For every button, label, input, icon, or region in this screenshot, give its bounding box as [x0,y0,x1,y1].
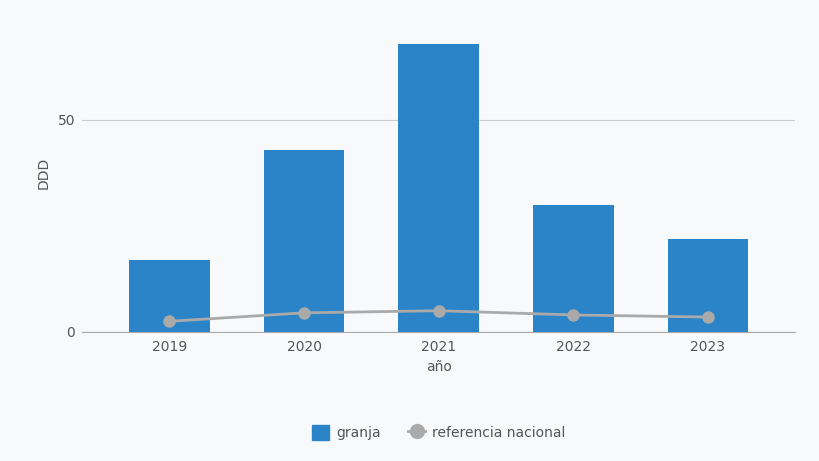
Bar [398,43,478,332]
Y-axis label: DDD: DDD [37,157,51,189]
Legend: granja, referencia nacional: granja, referencia nacional [306,420,570,446]
Bar [532,205,613,332]
Bar [129,260,210,332]
X-axis label: año: año [425,360,451,374]
Bar [667,239,748,332]
Bar [264,149,344,332]
